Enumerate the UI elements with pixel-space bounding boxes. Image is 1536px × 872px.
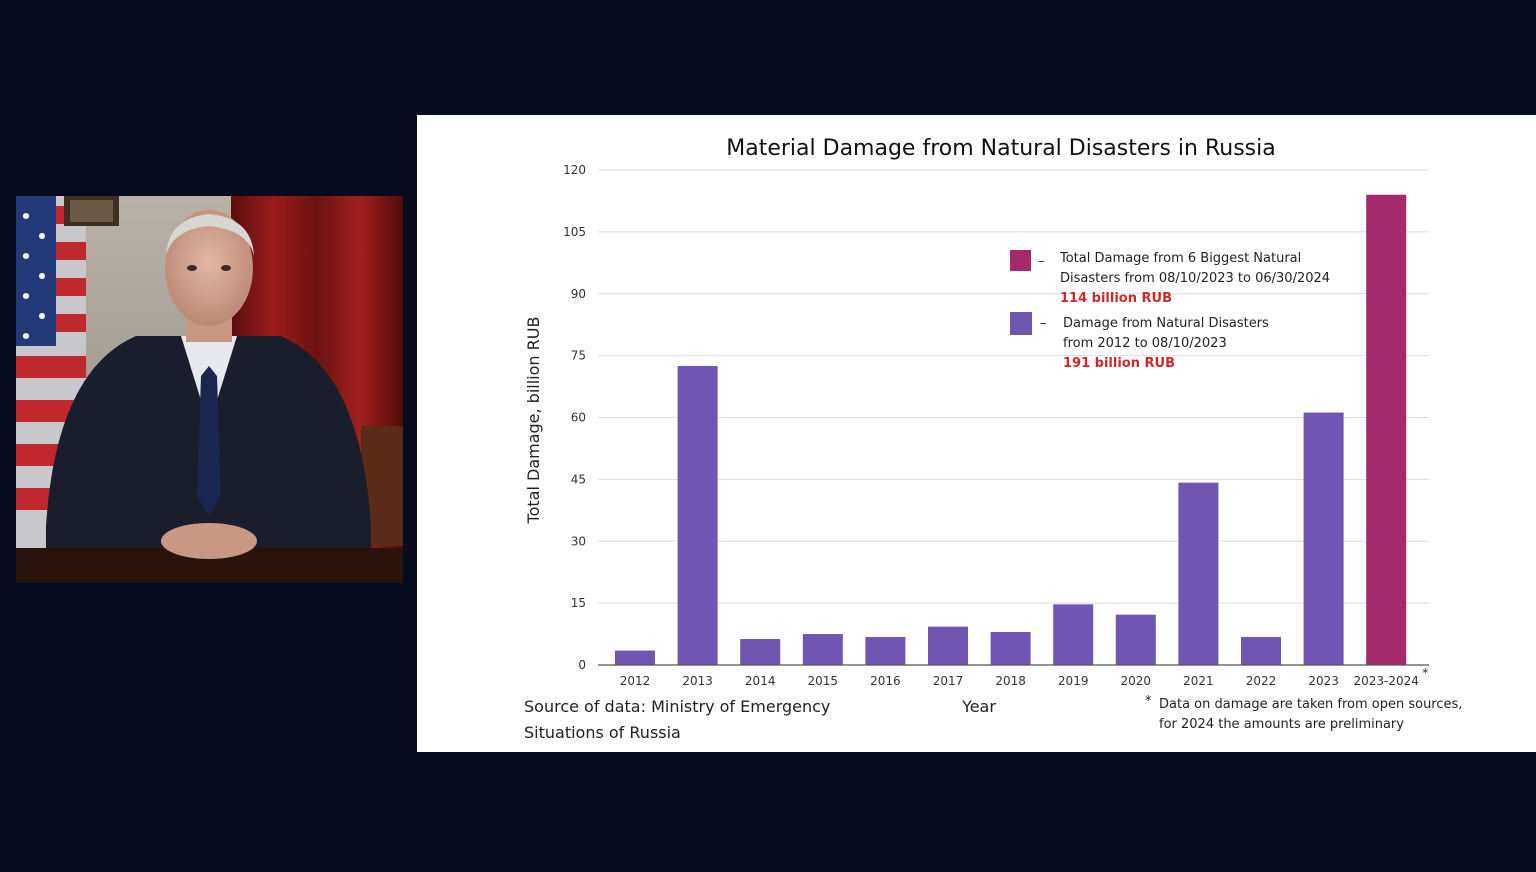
bar-2015 <box>802 634 843 665</box>
bar-2019 <box>1053 604 1094 665</box>
x-tick-label: 2023-2024 <box>1353 674 1418 688</box>
x-tick-label: 2019 <box>1058 674 1089 688</box>
bar-2020 <box>1115 614 1156 665</box>
bar-2018 <box>990 632 1031 665</box>
x-tick-label: 2018 <box>995 674 1026 688</box>
legend-swatch-regular <box>1010 312 1032 335</box>
grid-lines <box>598 169 1429 604</box>
y-tick-label: 15 <box>571 596 586 610</box>
bar-2023 <box>1303 412 1344 665</box>
y-tick-label: 105 <box>563 225 586 239</box>
bar-2021 <box>1178 482 1219 665</box>
legend-dash-biggest: – <box>1038 254 1045 269</box>
note-line-2: for 2024 the amounts are preliminary <box>1159 717 1404 732</box>
x-tick-label: 2023 <box>1308 674 1339 688</box>
x-tick-marker: * <box>1422 666 1428 680</box>
legend-swatch-biggest <box>1010 250 1031 271</box>
y-axis-ticks: 0 15 30 45 60 75 90 105 120 <box>563 163 586 672</box>
x-tick-label: 2021 <box>1183 674 1214 688</box>
chart-slide: Material Damage from Natural Disasters i… <box>417 115 1536 752</box>
speaker-portrait <box>16 196 403 583</box>
legend-dash-regular: – <box>1040 316 1047 331</box>
x-tick-label: 2012 <box>620 674 651 688</box>
y-tick-label: 60 <box>571 411 586 425</box>
bar-chart: Material Damage from Natural Disasters i… <box>524 136 1462 742</box>
bar-2017 <box>928 626 968 665</box>
legend-line2-biggest: Disasters from 08/10/2023 to 06/30/2024 <box>1060 271 1330 286</box>
x-tick-label: 2014 <box>745 674 776 688</box>
y-tick-label: 30 <box>571 534 586 548</box>
x-tick-label: 2013 <box>682 674 713 688</box>
x-axis-label: Year <box>961 697 996 716</box>
bar-2012 <box>615 650 655 665</box>
legend-total-biggest: 114 billion RUB <box>1060 291 1172 306</box>
x-tick-label: 2017 <box>933 674 964 688</box>
y-axis-label: Total Damage, billion RUB <box>524 317 543 525</box>
y-tick-label: 90 <box>571 287 586 301</box>
note-marker: * <box>1145 694 1152 709</box>
x-tick-label: 2015 <box>808 674 839 688</box>
y-tick-label: 120 <box>563 163 586 177</box>
source-line-2: Situations of Russia <box>524 723 681 742</box>
legend-line2-regular: from 2012 to 08/10/2023 <box>1063 336 1227 351</box>
bars <box>615 194 1407 665</box>
chart-title: Material Damage from Natural Disasters i… <box>726 136 1275 161</box>
legend: – Total Damage from 6 Biggest Natural Di… <box>1010 250 1330 371</box>
legend-line1-regular: Damage from Natural Disasters <box>1063 316 1269 331</box>
bar-2014 <box>740 639 781 665</box>
x-axis-ticks: 2012 2013 2014 2015 2016 2017 2018 2019 2020 2021… <box>620 666 1428 688</box>
x-tick-label: 2016 <box>870 674 901 688</box>
source-line-1: Source of data: Ministry of Emergency <box>524 697 830 716</box>
legend-line1-biggest: Total Damage from 6 Biggest Natural <box>1059 251 1301 266</box>
note-line-1: Data on damage are taken from open sourc… <box>1159 697 1462 712</box>
y-tick-label: 0 <box>578 658 586 672</box>
bar-2016 <box>865 636 906 665</box>
y-tick-label: 45 <box>571 472 586 486</box>
y-tick-label: 75 <box>571 349 586 363</box>
legend-total-regular: 191 billion RUB <box>1063 356 1175 371</box>
x-tick-label: 2022 <box>1246 674 1277 688</box>
x-tick-label: 2020 <box>1121 674 1152 688</box>
speaker-video <box>16 196 403 583</box>
bar-2022 <box>1241 636 1281 665</box>
bar-2023-2024 <box>1366 194 1407 665</box>
bar-2013 <box>677 365 718 665</box>
